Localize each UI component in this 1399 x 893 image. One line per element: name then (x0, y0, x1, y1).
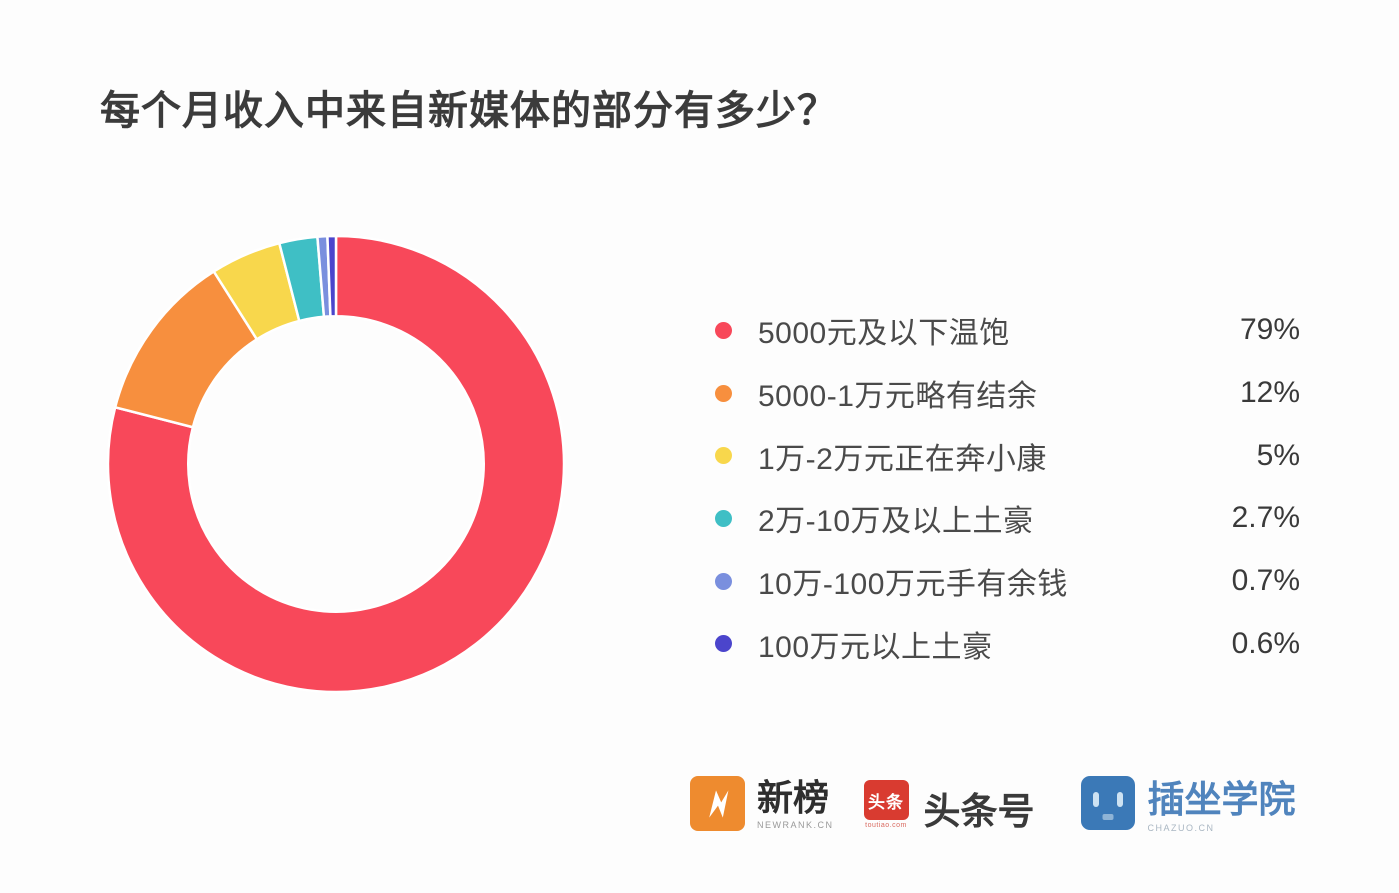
legend-dot (715, 635, 732, 653)
chazuo-face-icon (1080, 776, 1135, 830)
logo-newrank: 新榜 NEWRANK.CN (690, 776, 834, 831)
legend-value: 0.6% (1231, 626, 1300, 660)
chazuo-sublabel: CHAZUO.CN (1147, 822, 1215, 833)
legend-label: 5000-1万元略有结余 (758, 380, 1038, 414)
toutiao-icon: 头条 (863, 780, 909, 820)
chazuo-label: 插坐学院 (1147, 779, 1296, 820)
newrank-n-icon (690, 776, 745, 831)
legend-value: 0.7% (1231, 564, 1300, 598)
legend-label: 5000元及以下温饱 (758, 317, 1010, 351)
legend-item-3: 2万-10万及以上土豪 2.7% (703, 487, 1300, 550)
legend-item-0: 5000元及以下温饱 79% (703, 299, 1300, 362)
chazuo-text: 插坐学院 CHAZUO.CN (1147, 779, 1296, 833)
chazuo-mouth (1102, 814, 1114, 820)
legend-label: 10万-100万元手有余钱 (758, 568, 1068, 602)
newrank-text: 新榜 NEWRANK.CN (757, 778, 834, 830)
legend-label: 2万-10万及以上土豪 (758, 505, 1034, 539)
legend-value: 5% (1256, 438, 1300, 472)
legend-item-4: 10万-100万元手有余钱 0.7% (703, 550, 1300, 613)
donut-svg (106, 234, 566, 694)
legend-value: 79% (1239, 313, 1300, 347)
chazuo-eye-left (1092, 792, 1099, 807)
toutiao-icon-text: 头条 (868, 792, 905, 812)
logo-toutiao: 头条 toutiao.com 头条号 (863, 780, 1035, 835)
legend-value: 12% (1239, 376, 1300, 410)
legend-dot (715, 384, 732, 402)
donut-segment-5 (326, 234, 338, 318)
chazuo-eye-right (1116, 792, 1123, 807)
toutiao-icon-column: 头条 toutiao.com (863, 780, 909, 829)
newrank-label: 新榜 (757, 777, 830, 818)
donut-segment-0 (106, 234, 566, 694)
legend-dot (715, 572, 732, 590)
legend: 5000元及以下温饱 79% 5000-1万元略有结余 12% 1万-2万元正在奔小康 5… (703, 299, 1300, 675)
legend-label: 1万-2万元正在奔小康 (758, 442, 1047, 476)
toutiao-sublabel: toutiao.com (865, 822, 907, 829)
toutiao-label: 头条号 (923, 791, 1035, 832)
chart-title: 每个月收入中来自新媒体的部分有多少？ (100, 89, 838, 133)
legend-label: 100万元以上土豪 (758, 630, 993, 664)
footer-logos: 新榜 NEWRANK.CN 头条 toutiao.com 头条号 插坐学院 CH… (690, 776, 1296, 846)
legend-dot (715, 321, 732, 339)
legend-dot (715, 509, 732, 527)
legend-item-1: 5000-1万元略有结余 12% (703, 362, 1300, 425)
legend-dot (715, 447, 732, 465)
legend-value: 2.7% (1231, 501, 1300, 535)
newrank-lightning-glyph (708, 789, 728, 818)
legend-item-5: 100万元以上土豪 0.6% (703, 612, 1300, 675)
donut-chart (106, 234, 566, 694)
legend-item-2: 1万-2万元正在奔小康 5% (703, 424, 1300, 487)
logo-chazuo: 插坐学院 CHAZUO.CN (1080, 776, 1296, 833)
newrank-sublabel: NEWRANK.CN (757, 819, 834, 830)
